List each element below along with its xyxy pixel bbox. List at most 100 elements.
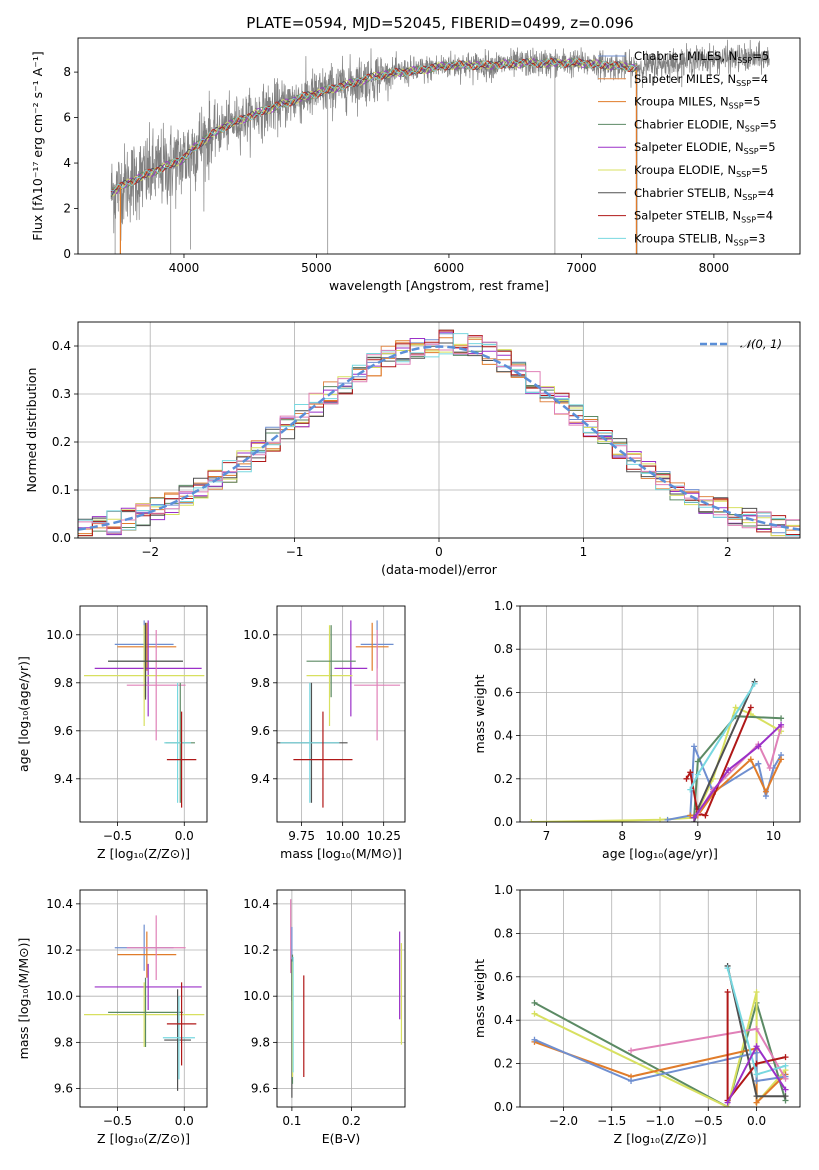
- legend-subscript: SSP: [742, 193, 757, 202]
- axes-frame: [79, 889, 208, 1108]
- legend-entry: Kroupa ELODIE, NSSP=5: [634, 163, 768, 179]
- y-tick-label: 9.6: [54, 724, 73, 738]
- x-tick-label: −0.5: [103, 829, 132, 843]
- x-tick-label: 2: [724, 545, 732, 559]
- weight-point: [755, 743, 762, 750]
- x-tick-label: 1: [580, 545, 588, 559]
- x-axis-label: mass [log₁₀(M/M⊙)]: [280, 846, 402, 861]
- model-line: [110, 58, 638, 193]
- y-tick-label: 0.8: [494, 642, 513, 656]
- x-axis-label: age [log₁₀(age/yr)]: [602, 846, 718, 861]
- weight-point: [531, 1010, 538, 1017]
- legend-subscript: SSP: [729, 102, 744, 111]
- y-tick-label: 0.2: [494, 1057, 513, 1071]
- y-tick-label: 0.4: [52, 339, 71, 353]
- x-tick-label: −2: [141, 545, 159, 559]
- y-tick-label: 0.2: [52, 435, 71, 449]
- y-tick-label: 0.2: [494, 772, 513, 786]
- legend-name: Chabrier MILES, N: [634, 49, 737, 63]
- y-tick-label: 0: [63, 247, 71, 261]
- x-tick-label: 0.0: [175, 829, 194, 843]
- y-tick-label: 10.0: [243, 989, 270, 1003]
- y-axis-label: mass weight: [472, 674, 487, 753]
- weight-point: [751, 680, 758, 687]
- weight-point: [753, 1077, 760, 1084]
- model-line: [110, 58, 637, 197]
- legend-name: Chabrier STELIB, N: [634, 186, 742, 200]
- weight-line: [534, 1038, 786, 1083]
- y-tick-label: 0.0: [494, 1100, 513, 1114]
- x-tick-label: 9: [694, 829, 702, 843]
- axes-frame: [276, 889, 406, 1108]
- weight-point: [687, 786, 694, 793]
- weight-point: [753, 1025, 760, 1032]
- weight-point: [528, 819, 535, 822]
- x-tick-label: −1: [286, 545, 304, 559]
- histogram-step-line: [78, 337, 800, 537]
- figure-title: PLATE=0594, MJD=52045, FIBERID=0499, z=0…: [246, 14, 633, 32]
- x-axis-label: E(B-V): [322, 1131, 361, 1146]
- weight-point: [753, 1071, 760, 1078]
- axes-frame: [519, 605, 801, 823]
- x-tick-label: 0: [435, 545, 443, 559]
- legend-entry: Chabrier STELIB, NSSP=4: [634, 186, 774, 202]
- axes-frame: [77, 321, 801, 539]
- gaussian-curve: [78, 345, 800, 531]
- y-tick-label: 0.3: [52, 387, 71, 401]
- plot-area: [531, 962, 789, 1107]
- legend-count: =4: [757, 186, 774, 200]
- legend-entry: Chabrier ELODIE, NSSP=5: [634, 117, 777, 133]
- legend-subscript: SSP: [745, 124, 760, 133]
- y-tick-label: 1.0: [494, 599, 513, 613]
- plot-area: [84, 620, 205, 808]
- weight-point: [694, 771, 701, 778]
- plot-area: [110, 39, 770, 254]
- y-tick-label: 0.8: [494, 926, 513, 940]
- legend-name: Kroupa STELIB, N: [634, 231, 734, 245]
- weight-line: [693, 724, 782, 819]
- x-tick-label: 10.25: [366, 829, 400, 843]
- x-axis-label: wavelength [Angstrom, rest frame]: [329, 278, 549, 293]
- chart-age_vs_mass: 9.75 10.00 10.25 9.4 9.6 9.8 10.0 mass [log₁₀(M…: [243, 605, 406, 861]
- weight-line: [693, 715, 782, 818]
- x-tick-label: 9.75: [288, 829, 315, 843]
- x-tick-label: 10.00: [325, 829, 359, 843]
- y-tick-label: 0.0: [494, 815, 513, 829]
- legend-count: =5: [751, 163, 768, 177]
- y-tick-label: 10.0: [243, 628, 270, 642]
- weight-point: [753, 1049, 760, 1056]
- chart-residuals: −2 −1 0 1 2 0.0 0.1 0.2 0.3 0.4 (data-model)/error…: [24, 321, 801, 577]
- y-tick-label: 0.4: [494, 1013, 513, 1027]
- legend-subscript: SSP: [737, 56, 752, 65]
- y-axis-label: Normed distribution: [24, 368, 39, 493]
- chart-weight_vs_age: 7 8 9 10 0.0 0.2 0.4 0.6 0.8 1.0 age [log₁₀(age/yr…: [472, 599, 801, 861]
- y-tick-label: 10.4: [46, 897, 73, 911]
- legend-count: =5: [759, 140, 776, 154]
- legend-count: =4: [751, 72, 768, 86]
- y-axis-label: mass [log₁₀(M/M⊙)]: [16, 938, 31, 1060]
- y-axis-label: age [log₁₀(age/yr)]: [16, 656, 31, 772]
- weight-point: [694, 758, 701, 765]
- legend-count: =3: [749, 231, 766, 245]
- chart-mass_vs_Z: −0.5 0.0 9.6 9.8 10.0 10.2 10.4 Z [log₁₀(Z/Z⊙)]…: [16, 889, 208, 1146]
- weight-point: [778, 715, 785, 722]
- model-line: [111, 58, 638, 195]
- axes-frame: [77, 37, 801, 255]
- x-axis-label: Z [log₁₀(Z/Z⊙)]: [97, 1131, 190, 1146]
- x-tick-label: 0.2: [342, 1114, 361, 1128]
- weight-point: [782, 1054, 789, 1061]
- y-tick-label: 4: [63, 156, 71, 170]
- x-tick-label: −1.5: [597, 1114, 626, 1128]
- legend-name: Kroupa ELODIE, N: [634, 163, 736, 177]
- x-axis-label: Z [log₁₀(Z/Z⊙)]: [97, 846, 190, 861]
- legend-entry: 𝒩(0, 1): [740, 337, 782, 351]
- legend-subscript: SSP: [736, 170, 751, 179]
- weight-point: [782, 1062, 789, 1069]
- x-tick-label: −0.5: [694, 1114, 723, 1128]
- y-tick-label: 0.1: [52, 483, 71, 497]
- y-tick-label: 10.4: [243, 897, 270, 911]
- y-tick-label: 9.6: [54, 1082, 73, 1096]
- legend-count: =5: [744, 95, 761, 109]
- weight-line: [726, 992, 786, 1104]
